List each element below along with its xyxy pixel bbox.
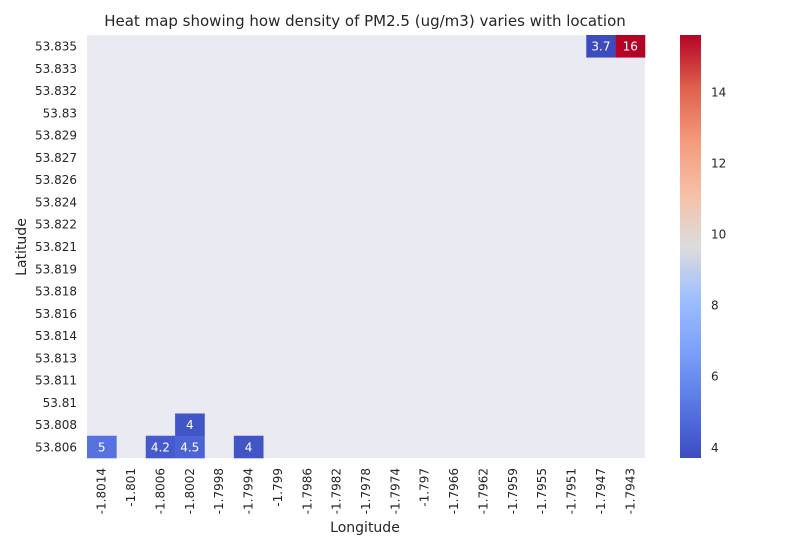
y-tick-label: 53.833	[35, 62, 77, 76]
cell-value-label: 4	[186, 418, 194, 432]
x-tick-label: -1.7966	[447, 468, 461, 514]
x-tick-label: -1.7978	[359, 468, 373, 514]
cell-value-label: 4.5	[180, 440, 199, 454]
y-tick-label: 53.811	[35, 374, 77, 388]
x-axis-label: Longitude	[330, 520, 400, 536]
heatmap-cell	[586, 35, 616, 58]
cell-labels: 3.7 16 4 5 4.2 4.5 4	[98, 40, 638, 455]
y-tick-label: 53.819	[35, 262, 77, 276]
y-tick-label: 53.806	[35, 440, 77, 454]
y-tick-label: 53.822	[35, 218, 77, 232]
y-tick-label: 53.827	[35, 151, 77, 165]
x-tick-label: -1.7943	[623, 468, 637, 514]
y-tick-label: 53.83	[43, 106, 77, 120]
x-tick-label: -1.801	[124, 468, 138, 507]
x-tick-label: -1.7951	[565, 468, 579, 514]
y-tick-label: 53.81	[43, 396, 77, 410]
colorbar-tick-label: 12	[711, 156, 726, 170]
heatmap-cell	[87, 435, 117, 459]
colorbar-tick-label: 4	[711, 441, 719, 455]
y-tick-label: 53.832	[35, 84, 77, 98]
heatmap-cells	[87, 35, 646, 459]
cell-value-label: 5	[98, 440, 106, 454]
y-tick-label: 53.813	[35, 351, 77, 365]
y-tick-label: 53.835	[35, 40, 77, 54]
y-tick-label: 53.829	[35, 129, 77, 143]
plot-background	[87, 35, 645, 458]
cell-value-label: 3.7	[591, 40, 610, 54]
y-tick-label: 53.826	[35, 173, 77, 187]
heatmap-cell	[145, 435, 176, 459]
cell-value-label: 16	[623, 40, 638, 54]
x-tick-labels: -1.8014 -1.801 -1.8006 -1.8002 -1.7998 -1.799…	[95, 468, 638, 514]
y-axis-label: Latitude	[14, 218, 30, 276]
x-tick-label: -1.7982	[330, 468, 344, 514]
x-tick-label: -1.7986	[300, 468, 314, 514]
cell-value-label: 4.2	[151, 440, 170, 454]
heatmap-cell	[615, 35, 646, 58]
x-tick-label: -1.7959	[506, 468, 520, 514]
x-tick-label: -1.797	[418, 468, 432, 507]
colorbar-ticks: 4 6 8 10 12 14	[711, 85, 726, 454]
y-tick-label: 53.821	[35, 240, 77, 254]
y-tick-labels: 53.835 53.833 53.832 53.83 53.829 53.827 53.82…	[35, 40, 77, 455]
y-tick-label: 53.824	[35, 195, 77, 209]
colorbar-tick-label: 8	[711, 299, 719, 313]
x-tick-label: -1.8006	[153, 468, 167, 514]
heatmap-cell	[175, 435, 205, 459]
colorbar-tick-label: 14	[711, 85, 726, 99]
y-tick-label: 53.816	[35, 307, 77, 321]
x-tick-label: -1.7994	[242, 468, 256, 514]
colorbar-tick-label: 10	[711, 228, 726, 242]
x-tick-label: -1.7947	[594, 468, 608, 514]
x-tick-label: -1.8002	[183, 468, 197, 514]
x-tick-label: -1.799	[271, 468, 285, 507]
x-tick-label: -1.7998	[212, 468, 226, 514]
y-tick-label: 53.808	[35, 418, 77, 432]
x-tick-label: -1.7955	[535, 468, 549, 514]
y-tick-label: 53.818	[35, 285, 77, 299]
colorbar-tick-label: 6	[711, 370, 719, 384]
colorbar	[680, 35, 701, 458]
x-tick-label: -1.7962	[476, 468, 490, 514]
x-tick-label: -1.7974	[388, 468, 402, 514]
chart-title: Heat map showing how density of PM2.5 (u…	[104, 12, 626, 30]
heatmap-cell	[175, 413, 205, 437]
cell-value-label: 4	[245, 440, 253, 454]
x-tick-label: -1.8014	[95, 468, 109, 514]
heatmap-cell	[233, 435, 264, 459]
y-tick-label: 53.814	[35, 329, 77, 343]
